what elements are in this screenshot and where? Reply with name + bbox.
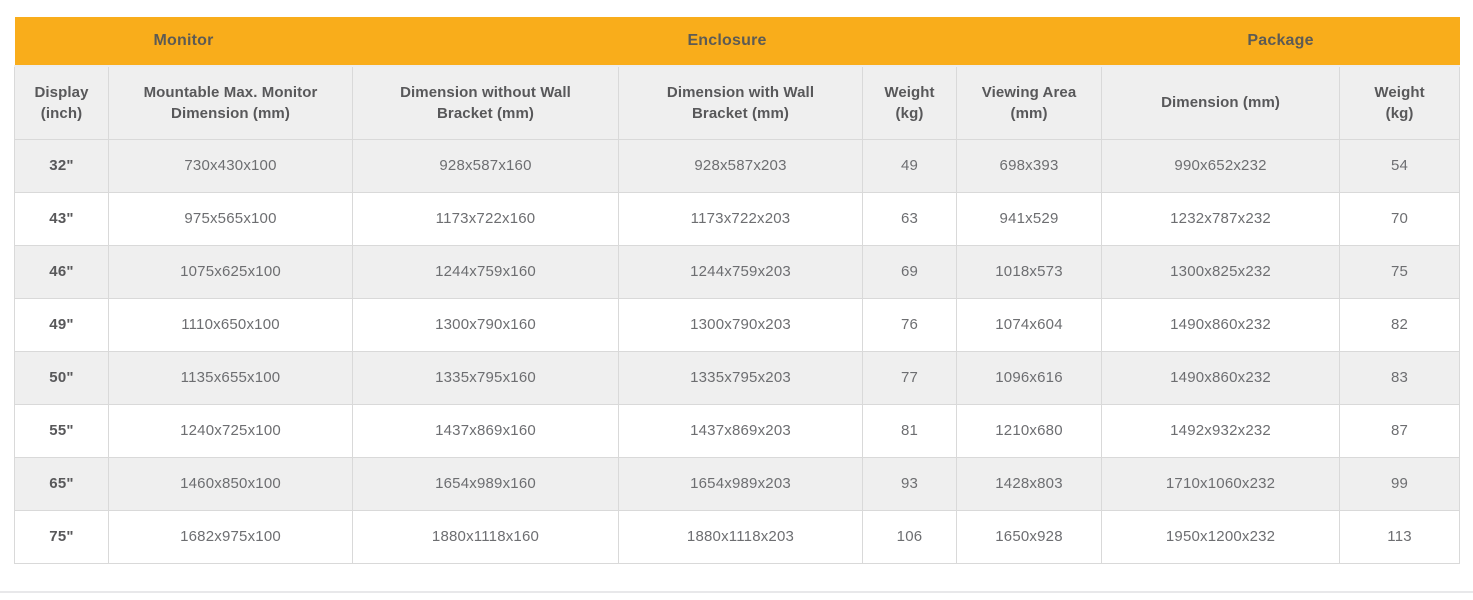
table-row: 32" 730x430x100 928x587x160 928x587x203 49 69… [14,138,1461,193]
cell-package-dimension: 990x652x232 [1101,138,1341,193]
column-header-package-weight: Weight (kg) [1339,65,1461,140]
cell-viewing-area: 1096x616 [955,350,1103,405]
cell-package-weight: 75 [1339,244,1461,299]
cell-viewing-area: 1428x803 [955,456,1103,511]
cell-viewing-area: 941x529 [955,191,1103,246]
cell-dimension-with-wall-bracket: 928x587x203 [618,138,863,193]
cell-viewing-area: 1210x680 [955,403,1103,458]
cell-package-weight: 113 [1339,509,1461,564]
cell-dimension-without-wall-bracket: 1880x1118x160 [352,509,619,564]
spec-table-body: 32" 730x430x100 928x587x160 928x587x203 49 69… [14,138,1461,564]
cell-package-weight: 54 [1339,138,1461,193]
table-row: 50" 1135x655x100 1335x795x160 1335x795x203 7… [14,350,1461,405]
cell-dimension-without-wall-bracket: 928x587x160 [352,138,619,193]
cell-package-weight: 83 [1339,350,1461,405]
cell-dimension-with-wall-bracket: 1244x759x203 [618,244,863,299]
cell-package-weight: 82 [1339,297,1461,352]
cell-enclosure-weight: 106 [862,509,957,564]
cell-display-inch: 75" [14,509,109,564]
cell-mountable-max-monitor-dimension: 1682x975x100 [108,509,353,564]
cell-package-dimension: 1300x825x232 [1101,244,1341,299]
spec-table: Monitor Enclosure Package Display (inch) Mo… [14,17,1461,564]
cell-package-weight: 70 [1339,191,1461,246]
cell-package-dimension: 1492x932x232 [1101,403,1341,458]
cell-enclosure-weight: 49 [862,138,957,193]
cell-mountable-max-monitor-dimension: 1135x655x100 [108,350,353,405]
section-divider [0,591,1473,593]
group-header-row: Monitor Enclosure Package [14,17,1460,67]
table-row: 75" 1682x975x100 1880x1118x160 1880x1118x20… [14,509,1461,564]
cell-display-inch: 49" [14,297,109,352]
cell-enclosure-weight: 81 [862,403,957,458]
column-header-viewing-area: Viewing Area (mm) [955,65,1103,140]
column-header-package-dimension: Dimension (mm) [1101,65,1341,140]
cell-package-dimension: 1710x1060x232 [1101,456,1341,511]
column-header-enclosure-weight: Weight (kg) [862,65,957,140]
cell-dimension-with-wall-bracket: 1300x790x203 [618,297,863,352]
cell-enclosure-weight: 69 [862,244,957,299]
cell-dimension-without-wall-bracket: 1300x790x160 [352,297,619,352]
cell-dimension-without-wall-bracket: 1654x989x160 [352,456,619,511]
column-header-row: Display (inch) Mountable Max. Monitor Dim… [14,65,1461,140]
cell-package-weight: 99 [1339,456,1461,511]
cell-display-inch: 65" [14,456,109,511]
cell-display-inch: 55" [14,403,109,458]
cell-display-inch: 43" [14,191,109,246]
table-row: 55" 1240x725x100 1437x869x160 1437x869x203 8… [14,403,1461,458]
cell-enclosure-weight: 63 [862,191,957,246]
cell-package-dimension: 1490x860x232 [1101,350,1341,405]
cell-enclosure-weight: 77 [862,350,957,405]
table-row: 43" 975x565x100 1173x722x160 1173x722x203 63… [14,191,1461,246]
cell-display-inch: 46" [14,244,109,299]
table-row: 46" 1075x625x100 1244x759x160 1244x759x203 6… [14,244,1461,299]
cell-dimension-without-wall-bracket: 1244x759x160 [352,244,619,299]
cell-viewing-area: 1650x928 [955,509,1103,564]
cell-viewing-area: 698x393 [955,138,1103,193]
cell-dimension-without-wall-bracket: 1335x795x160 [352,350,619,405]
cell-dimension-with-wall-bracket: 1335x795x203 [618,350,863,405]
table-row: 65" 1460x850x100 1654x989x160 1654x989x203 9… [14,456,1461,511]
group-header-monitor: Monitor [14,17,353,67]
cell-dimension-with-wall-bracket: 1880x1118x203 [618,509,863,564]
cell-display-inch: 50" [14,350,109,405]
cell-mountable-max-monitor-dimension: 1240x725x100 [108,403,353,458]
column-header-dimension-with-wall-bracket: Dimension with Wall Bracket (mm) [618,65,863,140]
cell-mountable-max-monitor-dimension: 730x430x100 [108,138,353,193]
column-header-dimension-without-wall-bracket: Dimension without Wall Bracket (mm) [352,65,619,140]
cell-package-dimension: 1490x860x232 [1101,297,1341,352]
cell-mountable-max-monitor-dimension: 1460x850x100 [108,456,353,511]
group-header-package: Package [1101,17,1460,67]
cell-enclosure-weight: 76 [862,297,957,352]
cell-mountable-max-monitor-dimension: 975x565x100 [108,191,353,246]
column-header-display-inch: Display (inch) [14,65,109,140]
cell-dimension-without-wall-bracket: 1173x722x160 [352,191,619,246]
cell-enclosure-weight: 93 [862,456,957,511]
cell-mountable-max-monitor-dimension: 1075x625x100 [108,244,353,299]
cell-dimension-with-wall-bracket: 1173x722x203 [618,191,863,246]
cell-viewing-area: 1018x573 [955,244,1103,299]
group-header-enclosure: Enclosure [352,17,1102,67]
cell-package-dimension: 1232x787x232 [1101,191,1341,246]
cell-dimension-with-wall-bracket: 1437x869x203 [618,403,863,458]
cell-viewing-area: 1074x604 [955,297,1103,352]
cell-mountable-max-monitor-dimension: 1110x650x100 [108,297,353,352]
cell-display-inch: 32" [14,138,109,193]
cell-dimension-without-wall-bracket: 1437x869x160 [352,403,619,458]
column-header-mountable-max-monitor-dimension: Mountable Max. Monitor Dimension (mm) [108,65,353,140]
cell-dimension-with-wall-bracket: 1654x989x203 [618,456,863,511]
cell-package-weight: 87 [1339,403,1461,458]
table-row: 49" 1110x650x100 1300x790x160 1300x790x203 7… [14,297,1461,352]
cell-package-dimension: 1950x1200x232 [1101,509,1341,564]
